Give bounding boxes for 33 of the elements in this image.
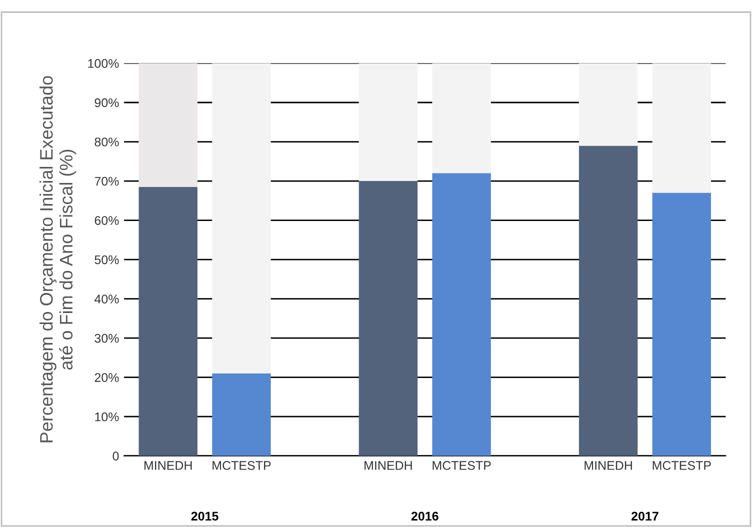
y-tick-label: 20% xyxy=(94,373,119,382)
bar xyxy=(212,63,271,374)
x-tick-label: MCTESTP xyxy=(212,461,271,470)
x-tick-label: MCTESTP xyxy=(652,461,711,470)
y-tick-label: 10% xyxy=(95,412,119,422)
y-axis-title: Percentagem do Orçamento Inicial Executado até o Fim do Ano Fiscal (%) xyxy=(40,76,76,442)
x-tick-label: MINEDH xyxy=(144,461,192,470)
x-tick-label: MINEDH xyxy=(364,461,412,470)
bar xyxy=(358,181,418,456)
text: 2015 xyxy=(191,512,218,521)
y-tick-label: 90% xyxy=(94,98,119,108)
y-tick-label: 50% xyxy=(94,255,119,264)
y-tick-label: 60% xyxy=(94,216,119,225)
text: 2017 xyxy=(632,512,658,521)
bar xyxy=(652,63,712,193)
y-tick-label: 30% xyxy=(94,334,119,343)
bar xyxy=(578,146,638,456)
y-tick-label: 40% xyxy=(94,294,119,304)
x-tick-label: MCTESTP xyxy=(432,461,491,470)
bar xyxy=(212,373,271,456)
x-tick-label: MINEDH xyxy=(584,461,632,470)
bar xyxy=(358,63,418,182)
bar xyxy=(432,63,491,174)
bar xyxy=(432,173,491,456)
bar xyxy=(138,186,198,456)
y-tick-label: 70% xyxy=(94,176,119,186)
bar xyxy=(138,63,198,187)
y-tick-label: 80% xyxy=(94,138,119,146)
text: 2016 xyxy=(411,512,438,521)
bar xyxy=(652,192,712,456)
y-tick-label: 100% xyxy=(88,59,119,68)
y-tick-label: 0 xyxy=(112,452,119,461)
bar xyxy=(578,63,638,146)
